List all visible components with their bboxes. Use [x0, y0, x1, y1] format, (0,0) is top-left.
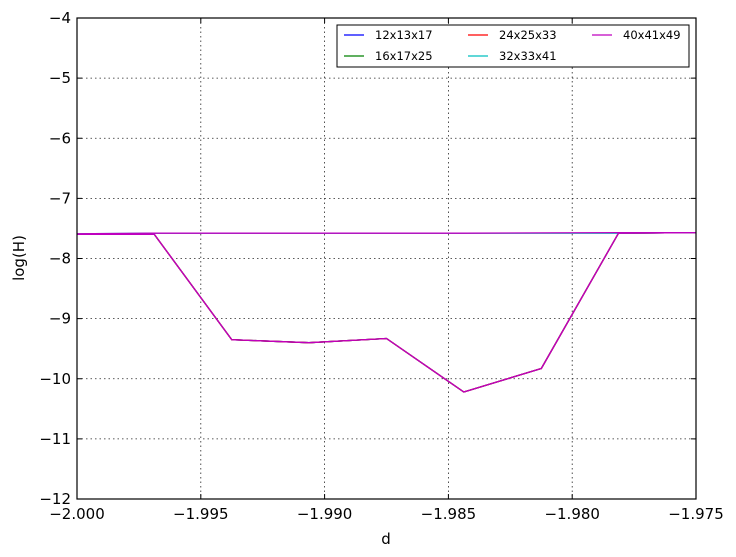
x-tick-labels: −2.000 −1.995 −1.990 −1.985 −1.980 −1.975 [49, 505, 724, 523]
y-tick-labels: −4 −5 −6 −7 −8 −9 −10 −11 −12 [39, 9, 71, 508]
y-tick-label: −6 [49, 129, 71, 147]
x-tick-label: −1.990 [297, 505, 353, 523]
y-tick-label: −4 [49, 9, 71, 27]
y-axis-label: log(H) [10, 235, 28, 281]
series-line-4 [77, 231, 697, 393]
x-tick-label: −1.980 [544, 505, 600, 523]
x-tick-label: −1.975 [668, 505, 724, 523]
ticks [76, 17, 697, 500]
y-tick-label: −8 [49, 250, 71, 268]
x-tick-label: −2.000 [49, 505, 105, 523]
y-tick-label: −5 [49, 69, 71, 87]
legend-box [336, 24, 690, 68]
x-tick-label: −1.995 [173, 505, 229, 523]
legend: 12x13x17 16x17x25 24x25x33 32x33x41 40x41x49 [336, 24, 690, 68]
legend-label: 12x13x17 [375, 28, 433, 42]
y-tick-label: −7 [49, 189, 71, 207]
y-tick-label: −9 [49, 310, 71, 328]
plot-frame [76, 17, 697, 500]
legend-label: 40x41x49 [623, 28, 681, 42]
series-group [76, 231, 697, 393]
legend-label: 24x25x33 [499, 28, 557, 42]
grid [76, 17, 697, 500]
y-tick-label: −11 [39, 430, 71, 448]
y-tick-label: −12 [39, 490, 71, 508]
legend-label: 32x33x41 [499, 49, 557, 63]
x-axis-label: d [381, 530, 391, 548]
legend-label: 16x17x25 [375, 49, 433, 63]
x-tick-label: −1.985 [421, 505, 477, 523]
y-tick-label: −10 [39, 370, 71, 388]
series-line-5 [76, 231, 696, 235]
